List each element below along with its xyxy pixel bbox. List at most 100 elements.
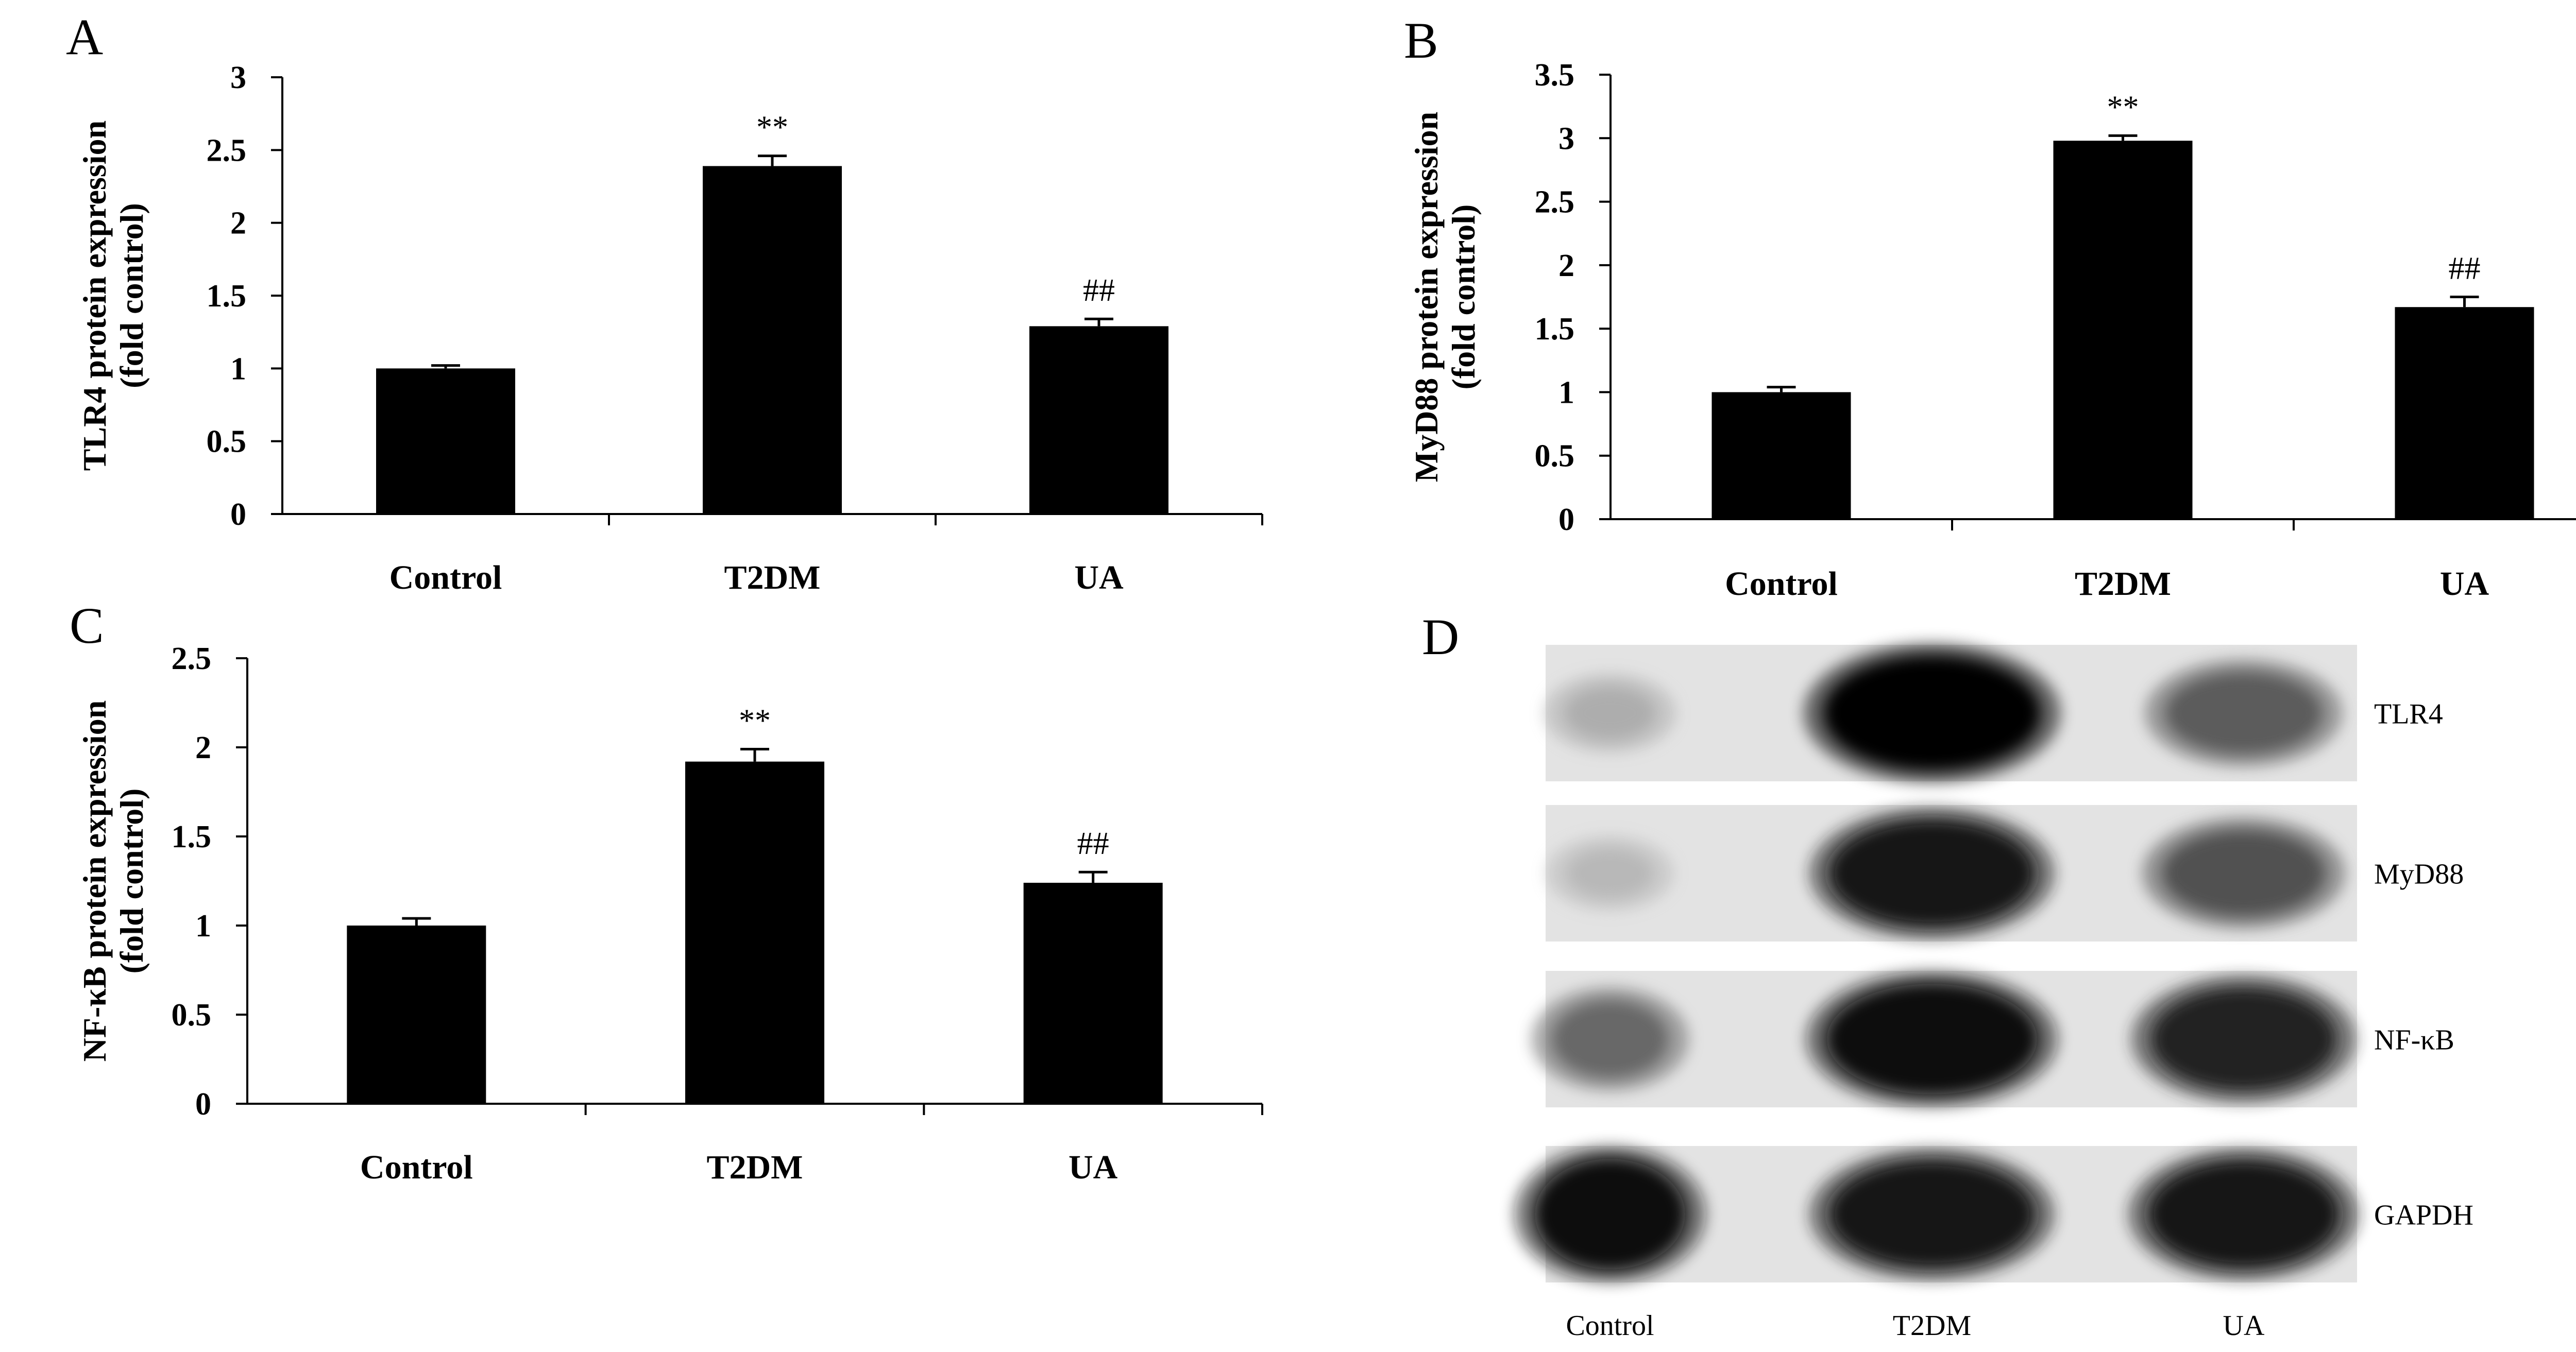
significance-marker: ** <box>2107 90 2139 125</box>
blot-lane-labels: Control T2DM UA <box>1566 1310 2265 1342</box>
panel-a-y-title-line2: (fold control) <box>113 203 150 388</box>
panel-c-y-title: NF-κB protein expression (fold control) <box>76 700 150 1062</box>
blot-band <box>2151 988 2336 1090</box>
blot-row-label: TLR4 <box>2374 698 2443 730</box>
panel-a-y-title-line1: TLR4 protein expression <box>76 121 113 471</box>
blot-band <box>2165 672 2323 754</box>
blot-lane-label: T2DM <box>1893 1310 1971 1342</box>
blot-band <box>1829 1161 2035 1268</box>
category-label: T2DM <box>724 559 821 596</box>
bar-control <box>376 368 515 514</box>
category-label: Control <box>389 559 502 596</box>
panel-c-y-title-line1: NF-κB protein expression <box>76 700 113 1062</box>
significance-marker: ## <box>1077 826 1109 861</box>
y-tick-label: 3 <box>230 60 246 95</box>
significance-marker: ## <box>2449 251 2481 286</box>
category-label: T2DM <box>707 1149 803 1186</box>
blot-band <box>1824 656 2040 771</box>
panel-c-categories: Control T2DM UA <box>360 1149 1118 1186</box>
significance-marker: ## <box>1083 273 1115 308</box>
panel-b-axes <box>1609 75 2576 530</box>
y-tick-label: 2.5 <box>207 133 247 168</box>
blot-strips <box>1514 643 2360 1282</box>
y-tick-label: 1.5 <box>207 279 247 314</box>
y-tick-label: 2 <box>195 730 211 765</box>
blot-lane-label: UA <box>2223 1310 2265 1342</box>
y-tick-label: 1.5 <box>1535 312 1575 347</box>
blot-strip-2 <box>1531 971 2357 1107</box>
panel-c-chart: C NF-κB protein expression (fold control… <box>70 597 1263 1186</box>
blot-band <box>1552 1000 1668 1079</box>
y-tick-label: 1 <box>195 909 211 944</box>
y-tick-label: 1 <box>1558 375 1574 410</box>
panel-a-axes <box>281 77 1263 525</box>
panel-b-letter: B <box>1404 12 1438 69</box>
y-tick-label: 0.5 <box>1535 439 1575 474</box>
y-tick-label: 1.5 <box>172 819 212 854</box>
bar-t2dm <box>703 166 842 515</box>
panel-a-letter: A <box>66 8 103 65</box>
blot-band <box>1535 1159 1685 1270</box>
panel-a-y-ticks: 0 0.5 1 1.5 2 2.5 3 <box>207 60 282 532</box>
panel-a-y-title: TLR4 protein expression (fold control) <box>76 121 150 471</box>
blot-row-label: GAPDH <box>2374 1200 2473 1231</box>
bar-control <box>1711 392 1851 519</box>
blot-strip-0 <box>1544 643 2357 783</box>
panel-b-bars: ** ## <box>1711 90 2534 519</box>
blot-band <box>1567 848 1653 898</box>
y-tick-label: 0 <box>230 497 246 532</box>
y-tick-label: 2 <box>1558 248 1574 283</box>
blot-band <box>2162 830 2325 916</box>
bar-t2dm <box>685 761 824 1104</box>
bar-ua <box>1023 882 1163 1104</box>
blot-band <box>1826 984 2038 1094</box>
blot-row-labels: TLR4 MyD88 NF-κB GAPDH <box>2374 698 2473 1231</box>
panel-b-y-ticks: 0 0.5 1 1.5 2 2.5 3 3.5 <box>1535 58 1611 537</box>
blot-strip-1 <box>1546 805 2357 942</box>
panel-a-chart: A TLR4 protein expression (fold control)… <box>66 8 1263 596</box>
category-label: UA <box>1069 1149 1118 1186</box>
blot-row-label: MyD88 <box>2374 859 2464 891</box>
panel-b-y-title-line2: (fold control) <box>1445 204 1482 390</box>
panel-b-y-title-line1: MyD88 protein expression <box>1408 112 1445 482</box>
blot-band <box>1564 686 1656 740</box>
y-tick-label: 3.5 <box>1535 58 1575 93</box>
category-label: UA <box>1074 559 1124 596</box>
panel-c-letter: C <box>70 597 104 654</box>
bar-ua <box>2395 307 2534 519</box>
panel-a-categories: Control T2DM UA <box>389 559 1124 596</box>
category-label: Control <box>1725 565 1838 603</box>
bar-control <box>347 926 486 1104</box>
panel-a-bars: ** ## <box>376 110 1168 515</box>
y-tick-label: 1 <box>230 351 246 386</box>
panel-c-bars: ** ## <box>347 703 1163 1104</box>
significance-marker: ** <box>756 110 788 145</box>
panel-d-western-blot: D TLR4 MyD88 NF-κB GAPDH Control T2DM UA <box>1422 608 2473 1342</box>
category-label: Control <box>360 1149 473 1186</box>
blot-strip-3 <box>1514 1146 2360 1282</box>
y-tick-label: 0.5 <box>172 998 212 1033</box>
category-label: UA <box>2440 565 2489 603</box>
panel-c-y-title-line2: (fold control) <box>113 789 150 974</box>
blot-band <box>2148 1161 2339 1268</box>
y-tick-label: 0.5 <box>207 424 247 459</box>
significance-marker: ** <box>739 703 771 738</box>
panel-b-y-title: MyD88 protein expression (fold control) <box>1408 112 1482 482</box>
y-tick-label: 0 <box>1558 502 1574 537</box>
panel-d-letter: D <box>1422 608 1459 665</box>
blot-band <box>1829 820 2035 927</box>
blot-lane-label: Control <box>1566 1310 1654 1342</box>
bar-ua <box>1029 326 1168 514</box>
y-tick-label: 2.5 <box>1535 185 1575 220</box>
panel-b-categories: Control T2DM UA <box>1725 565 2489 603</box>
panel-c-axes <box>246 658 1263 1115</box>
category-label: T2DM <box>2075 565 2171 603</box>
blot-row-label: NF-κB <box>2374 1024 2454 1056</box>
panel-b-chart: B MyD88 protein expression (fold control… <box>1404 12 2576 603</box>
y-tick-label: 0 <box>195 1087 211 1122</box>
bar-t2dm <box>2053 141 2193 519</box>
y-tick-label: 2 <box>230 206 246 241</box>
panel-c-y-ticks: 0 0.5 1 1.5 2 2.5 <box>172 641 247 1122</box>
y-tick-label: 3 <box>1558 121 1574 156</box>
